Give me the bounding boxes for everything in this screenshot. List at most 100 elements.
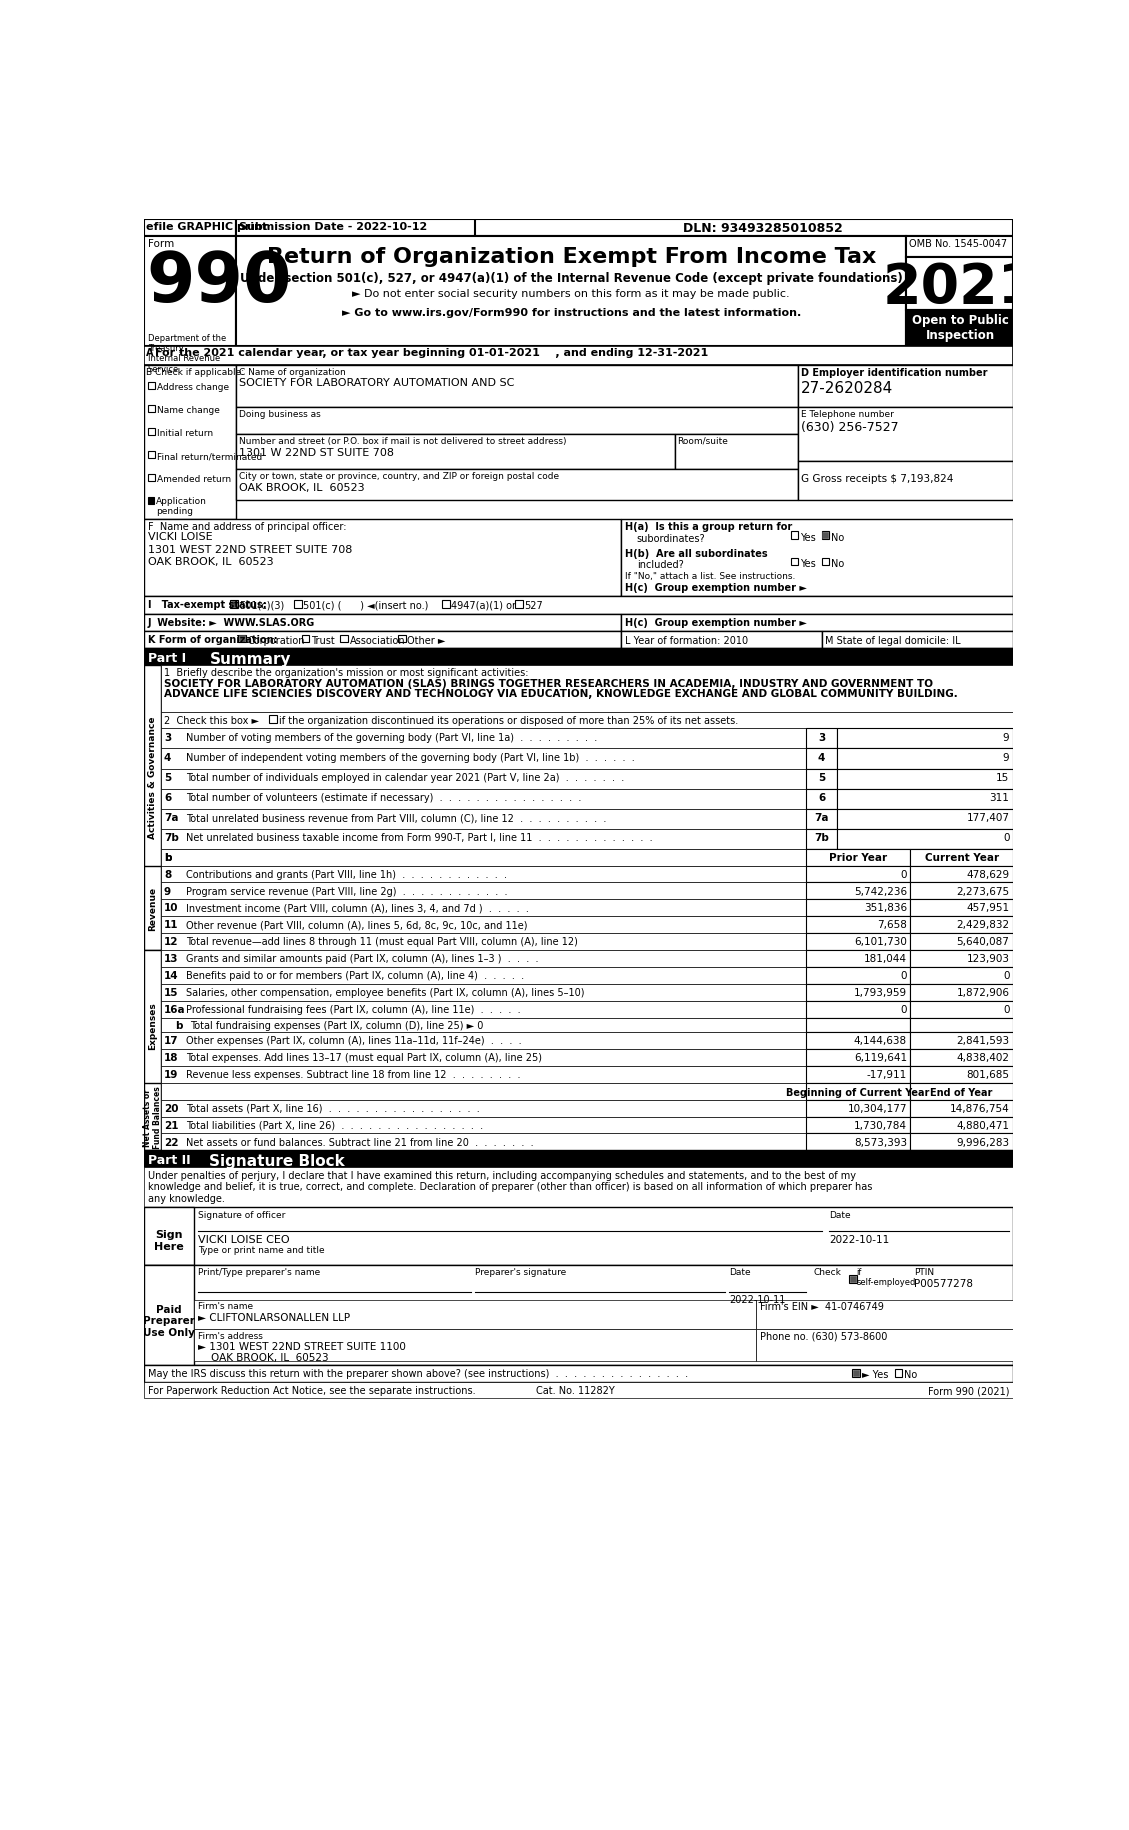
Text: 3: 3 xyxy=(164,732,172,743)
Text: PTIN: PTIN xyxy=(914,1266,934,1276)
Text: 9: 9 xyxy=(1003,752,1009,763)
Text: included?: included? xyxy=(637,560,683,569)
Bar xyxy=(756,1299,1014,1329)
Text: Grants and similar amounts paid (Part IX, column (A), lines 1–3 )  .  .  .  .: Grants and similar amounts paid (Part IX… xyxy=(186,953,539,964)
Text: Return of Organization Exempt From Income Tax: Return of Organization Exempt From Incom… xyxy=(266,247,876,267)
Text: Number of independent voting members of the governing body (Part VI, line 1b)  .: Number of independent voting members of … xyxy=(186,752,634,763)
Bar xyxy=(910,1032,1014,1049)
Text: ADVANCE LIFE SCIENCIES DISCOVERY AND TECHNOLOGY VIA EDUCATION, KNOWLEDGE EXCHANG: ADVANCE LIFE SCIENCIES DISCOVERY AND TEC… xyxy=(164,690,957,699)
Text: 19: 19 xyxy=(164,1069,178,1080)
Bar xyxy=(145,346,1014,366)
Text: 16a: 16a xyxy=(164,1005,185,1014)
Text: L Year of formation: 2010: L Year of formation: 2010 xyxy=(625,635,749,646)
Text: OAK BROOK, IL  60523: OAK BROOK, IL 60523 xyxy=(238,483,365,492)
Bar xyxy=(148,498,154,505)
Bar xyxy=(161,1135,806,1151)
Bar xyxy=(161,1083,806,1100)
Text: 6: 6 xyxy=(817,792,825,803)
Text: 501(c) (      ) ◄(insert no.): 501(c) ( ) ◄(insert no.) xyxy=(304,600,429,611)
Text: If "No," attach a list. See instructions.: If "No," attach a list. See instructions… xyxy=(625,573,796,582)
Text: Other expenses (Part IX, column (A), lines 11a–11d, 11f–24e)  .  .  .  .: Other expenses (Part IX, column (A), lin… xyxy=(186,1036,522,1045)
Bar xyxy=(756,1329,1014,1362)
Text: 5,640,087: 5,640,087 xyxy=(956,937,1009,946)
Bar xyxy=(148,382,155,390)
Text: H(b)  Are all subordinates: H(b) Are all subordinates xyxy=(625,549,768,558)
Bar xyxy=(894,1369,902,1376)
Text: Association: Association xyxy=(350,637,405,646)
Text: Date: Date xyxy=(729,1266,751,1276)
Bar xyxy=(910,884,1014,900)
Text: Paid
Preparer
Use Only: Paid Preparer Use Only xyxy=(142,1305,194,1338)
Text: VICKI LOISE: VICKI LOISE xyxy=(148,533,212,542)
Bar xyxy=(236,436,675,470)
Bar xyxy=(910,1067,1014,1083)
Text: Contributions and grants (Part VIII, line 1h)  .  .  .  .  .  .  .  .  .  .  .  : Contributions and grants (Part VIII, lin… xyxy=(186,869,507,878)
Text: 1,872,906: 1,872,906 xyxy=(956,988,1009,997)
Text: No: No xyxy=(831,533,844,544)
Text: Net unrelated business taxable income from Form 990-T, Part I, line 11  .  .  . : Net unrelated business taxable income fr… xyxy=(186,833,653,844)
Text: 8,573,393: 8,573,393 xyxy=(854,1136,907,1147)
Bar xyxy=(145,1365,1014,1382)
Text: Open to Public
Inspection: Open to Public Inspection xyxy=(912,315,1008,342)
Text: 7a: 7a xyxy=(814,813,829,824)
Text: 6: 6 xyxy=(164,792,172,803)
Bar xyxy=(145,952,161,1100)
Text: J  Website: ►  WWW.SLAS.ORG: J Website: ► WWW.SLAS.ORG xyxy=(148,617,315,628)
Bar xyxy=(849,1276,857,1283)
Text: 123,903: 123,903 xyxy=(966,953,1009,964)
Bar xyxy=(910,968,1014,985)
Bar xyxy=(161,849,806,866)
Bar xyxy=(236,366,798,408)
Bar xyxy=(161,1049,806,1067)
Bar xyxy=(806,1100,910,1116)
Text: ► Go to www.irs.gov/Form990 for instructions and the latest information.: ► Go to www.irs.gov/Form990 for instruct… xyxy=(342,307,800,318)
Bar xyxy=(910,1116,1014,1135)
Bar xyxy=(837,789,1014,809)
Text: 3: 3 xyxy=(817,732,825,743)
Bar xyxy=(837,809,1014,829)
Text: 4,880,471: 4,880,471 xyxy=(956,1120,1009,1129)
Bar xyxy=(145,1266,1014,1365)
Bar xyxy=(837,829,1014,849)
Bar xyxy=(798,408,1014,461)
Text: 7b: 7b xyxy=(814,833,829,844)
Text: Net assets or fund balances. Subtract line 21 from line 20  .  .  .  .  .  .  .: Net assets or fund balances. Subtract li… xyxy=(186,1136,534,1147)
Bar xyxy=(161,1001,806,1019)
Bar xyxy=(145,520,621,597)
Bar xyxy=(806,1116,910,1135)
Text: Signature Block: Signature Block xyxy=(209,1153,345,1168)
Bar xyxy=(238,637,245,642)
Text: ► Do not enter social security numbers on this form as it may be made public.: ► Do not enter social security numbers o… xyxy=(352,289,790,298)
Text: Part I: Part I xyxy=(148,651,186,664)
Text: Investment income (Part VIII, column (A), lines 3, 4, and 7d )  .  .  .  .  .: Investment income (Part VIII, column (A)… xyxy=(186,902,530,913)
Bar xyxy=(806,1032,910,1049)
Bar xyxy=(910,917,1014,933)
Bar xyxy=(907,258,1014,311)
Text: Corporation: Corporation xyxy=(247,637,305,646)
Text: 2,273,675: 2,273,675 xyxy=(956,886,1009,897)
Text: 181,044: 181,044 xyxy=(864,953,907,964)
Text: Final return/terminated: Final return/terminated xyxy=(157,452,262,461)
Bar xyxy=(294,600,301,608)
Text: Department of the
Treasury
Internal Revenue
Service: Department of the Treasury Internal Reve… xyxy=(148,333,226,373)
Bar xyxy=(270,716,277,723)
Bar xyxy=(806,1083,910,1100)
Text: Revenue less expenses. Subtract line 18 from line 12  .  .  .  .  .  .  .  .: Revenue less expenses. Subtract line 18 … xyxy=(186,1069,520,1080)
Text: VICKI LOISE CEO: VICKI LOISE CEO xyxy=(198,1233,289,1244)
Text: if
self-employed: if self-employed xyxy=(856,1266,916,1286)
Text: Form: Form xyxy=(148,240,174,249)
Text: 527: 527 xyxy=(524,600,543,611)
Bar xyxy=(806,1135,910,1151)
Text: H(c)  Group exemption number ►: H(c) Group exemption number ► xyxy=(625,617,807,628)
Text: Cat. No. 11282Y: Cat. No. 11282Y xyxy=(536,1385,614,1396)
Bar xyxy=(822,558,829,565)
Bar xyxy=(621,631,822,650)
Bar xyxy=(798,366,1014,408)
Text: 9: 9 xyxy=(1003,732,1009,743)
Text: 6,119,641: 6,119,641 xyxy=(854,1052,907,1061)
Bar xyxy=(230,600,238,608)
Text: 12: 12 xyxy=(164,937,178,946)
Bar xyxy=(806,789,837,809)
Text: Other ►: Other ► xyxy=(408,637,446,646)
Text: Yes: Yes xyxy=(800,558,816,569)
